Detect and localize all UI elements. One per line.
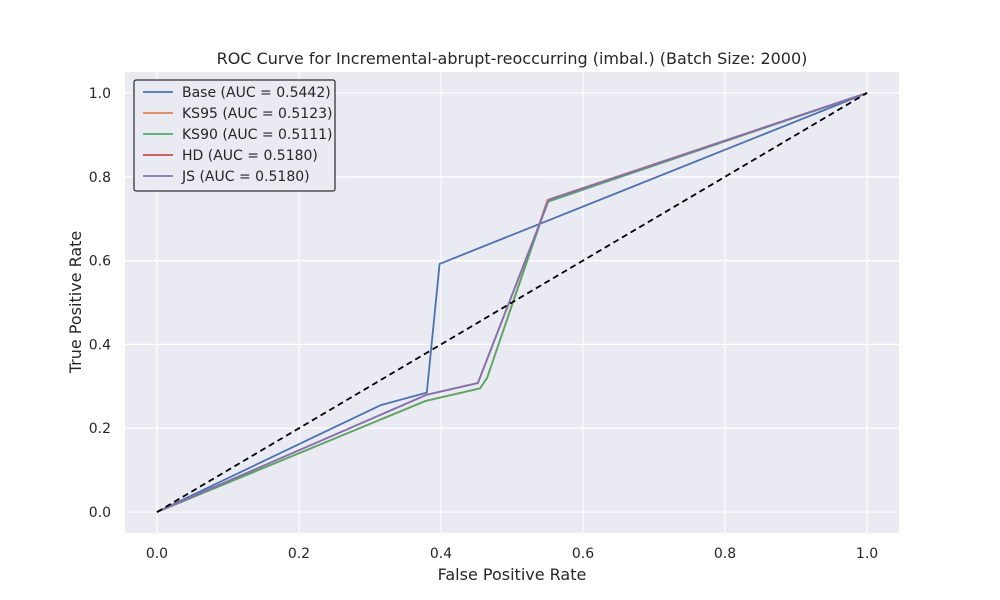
x-tick-label: 1.0 [856,546,878,562]
y-tick-label: 0.8 [89,170,111,186]
x-tick-label: 0.2 [288,546,310,562]
x-tick-label: 0.8 [714,546,736,562]
y-tick-label: 0.6 [89,254,111,270]
chart-title: ROC Curve for Incremental-abrupt-reoccur… [217,49,808,68]
series-line-2 [156,92,868,513]
legend-label-3: HD (AUC = 0.5180) [182,148,318,164]
legend-label-4: JS (AUC = 0.5180) [181,169,310,185]
y-tick-label: 0.4 [89,337,111,353]
y-tick-label: 1.0 [89,86,111,102]
tick-labels: 0.0 0.2 0.4 0.6 0.8 1.0 0.0 0.2 0.4 0.6 0.8 1.0 [89,86,878,562]
x-tick-label: 0.0 [146,546,168,562]
legend-items: Base (AUC = 0.5442) KS95 (AUC = 0.5123) KS… [143,85,332,185]
y-axis-label: True Positive Rate [66,231,85,375]
series-lines [156,92,868,513]
x-axis-label: False Positive Rate [438,565,587,584]
x-tick-label: 0.4 [430,546,452,562]
legend-label-0: Base (AUC = 0.5442) [182,85,331,101]
x-tick-label: 0.6 [572,546,594,562]
legend-label-1: KS95 (AUC = 0.5123) [182,106,332,122]
legend-label-2: KS90 (AUC = 0.5111) [182,127,332,143]
y-tick-label: 0.0 [89,505,111,521]
legend-box [133,79,336,192]
legend: Base (AUC = 0.5442) KS95 (AUC = 0.5123) KS… [133,79,336,192]
y-tick-label: 0.2 [89,421,111,437]
series-line-4 [156,92,868,513]
series-line-0 [156,92,868,513]
chance-diagonal-line [156,92,868,513]
